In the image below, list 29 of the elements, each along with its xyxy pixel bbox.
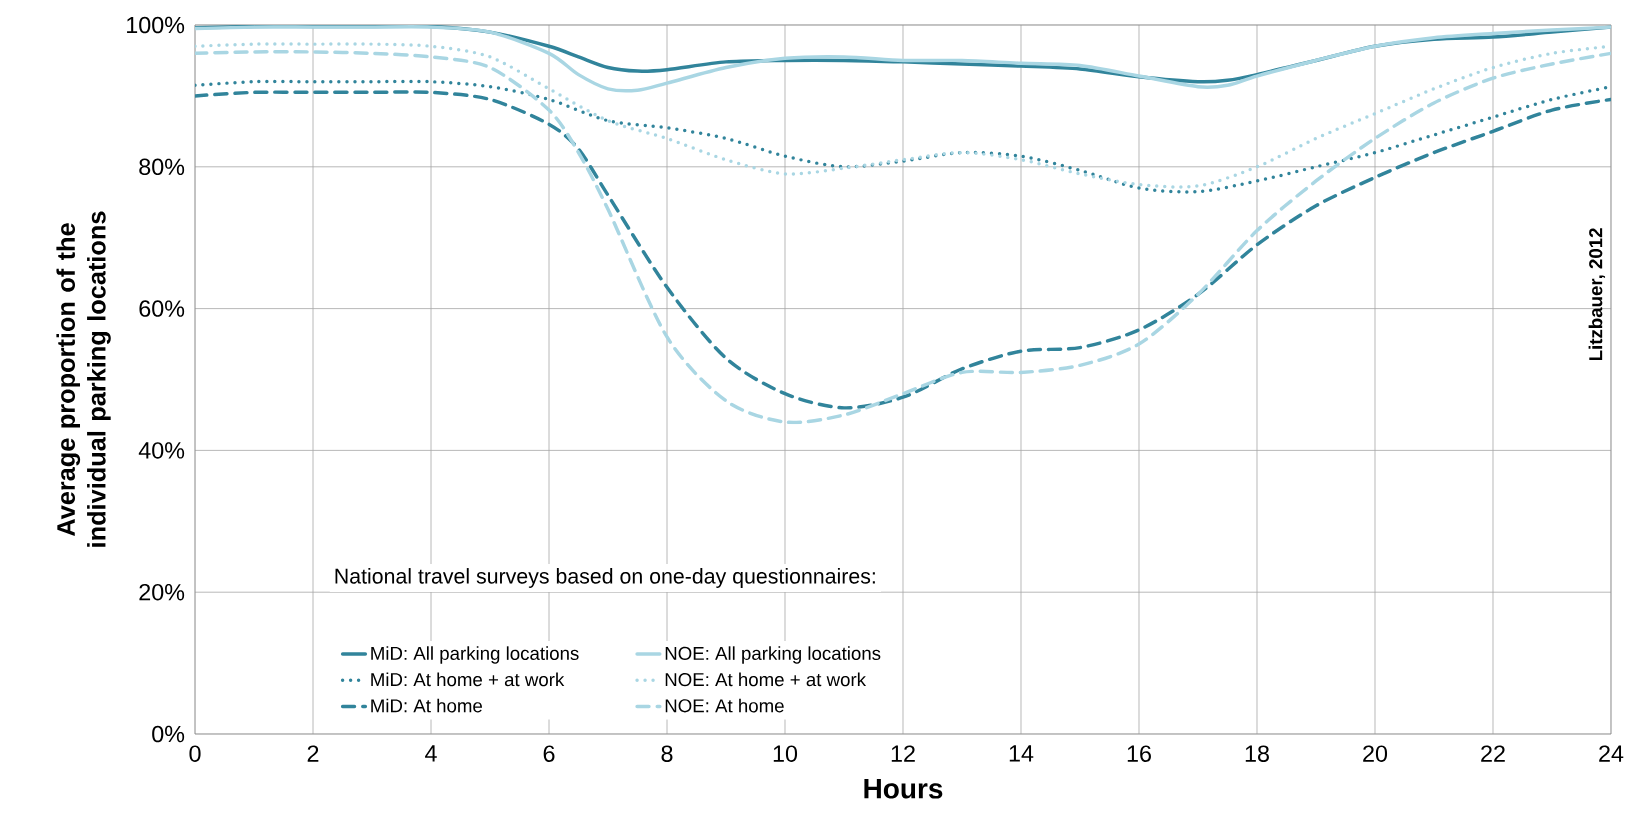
legend-label: MiD: All parking locations [371,646,579,664]
legend-label: NOE: At home [665,698,784,713]
x-tick-label: 8 [661,745,673,762]
x-tick-label: 12 [891,745,915,762]
legend-label: NOE: At home + at work [665,672,867,687]
y-tick-label: 100% [127,16,185,34]
annotation: Litzbauer, 2012 [1588,228,1606,361]
legend-label: MiD: At home [371,698,482,713]
y-tick-label: 40% [138,442,185,459]
x-tick-label: 22 [1481,745,1505,762]
x-tick-label: 2 [307,745,319,762]
legend-label: MiD: At home + at work [371,672,565,687]
legend-title: National travel surveys based on one-day questionnaires: [335,568,875,588]
y-tick-label: 0% [152,725,185,743]
x-tick-label: 6 [543,745,555,762]
y-axis-title: Average proportion of the individual parking locations [56,211,111,547]
x-tick-label: 18 [1245,745,1269,762]
x-tick-label: 10 [773,745,798,762]
x-tick-label: 20 [1363,745,1388,762]
x-tick-label: 0 [189,745,201,762]
y-tick-label: 80% [139,158,185,176]
x-tick-label: 24 [1599,745,1624,762]
x-tick-label: 16 [1127,745,1151,762]
y-tick-label: 60% [139,300,185,317]
legend-label: NOE: All parking locations [665,646,881,664]
x-tick-label: 14 [1009,745,1034,762]
x-axis-title: Hours [864,779,943,799]
y-tick-label: 20% [139,583,185,601]
x-tick-label: 4 [425,745,437,762]
